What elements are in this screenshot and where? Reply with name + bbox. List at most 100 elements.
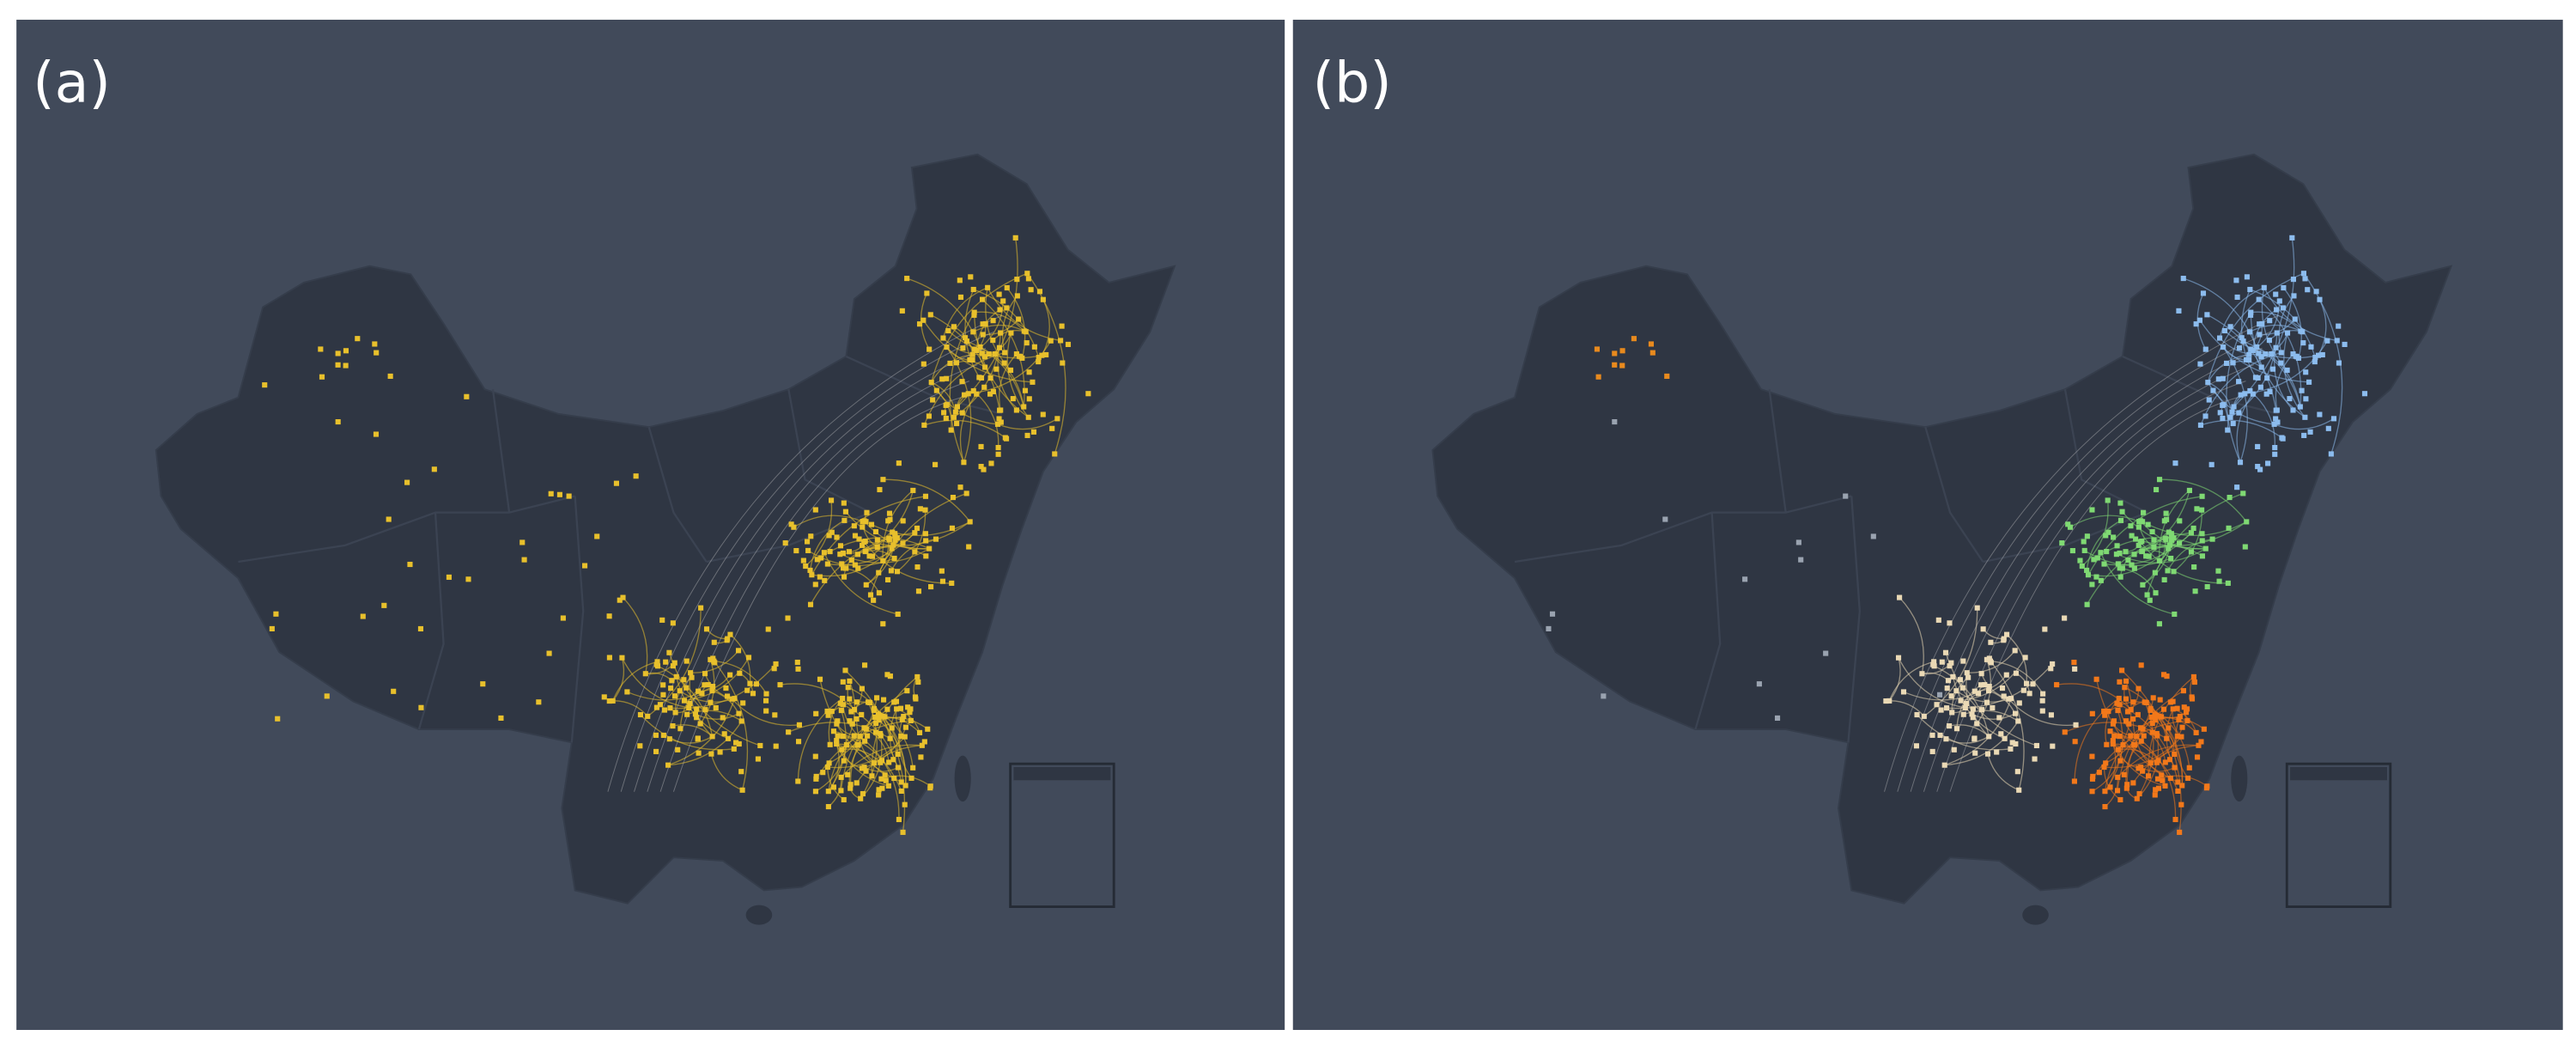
city-point <box>1002 435 1008 441</box>
city-point <box>2162 759 2168 765</box>
city-point <box>2184 706 2190 712</box>
city-point <box>2156 477 2163 483</box>
city-point <box>2172 765 2178 771</box>
city-point <box>1619 348 1625 354</box>
city-point <box>2117 574 2123 580</box>
flow-line <box>942 287 988 338</box>
flow-line <box>1949 397 2238 792</box>
city-point <box>620 594 626 600</box>
city-point <box>978 443 984 450</box>
city-point <box>950 495 957 501</box>
city-point <box>670 620 676 626</box>
city-point <box>2247 312 2254 318</box>
city-point <box>2273 416 2279 422</box>
city-point <box>2015 718 2021 724</box>
city-point <box>2290 407 2296 413</box>
city-point <box>721 731 727 737</box>
city-point <box>2197 361 2203 367</box>
city-point <box>874 544 880 551</box>
city-point <box>1900 689 1907 695</box>
city-point <box>1601 693 1607 699</box>
city-point <box>884 706 890 712</box>
city-point <box>653 704 659 710</box>
flow-line <box>1966 649 2016 673</box>
city-point <box>898 788 904 795</box>
city-point <box>2175 788 2181 795</box>
flow-line <box>623 597 648 674</box>
city-point <box>848 557 854 564</box>
city-point <box>2143 553 2149 559</box>
city-point <box>927 783 933 789</box>
city-point <box>2104 549 2110 555</box>
city-point <box>2255 464 2261 470</box>
flow-line <box>883 478 971 522</box>
flow-line <box>949 312 975 463</box>
city-point <box>360 613 366 619</box>
city-point <box>839 746 845 752</box>
flow-line <box>2303 272 2343 454</box>
city-point <box>887 735 893 741</box>
city-point <box>2163 510 2169 516</box>
city-point <box>930 397 936 403</box>
province-border <box>1847 496 1861 743</box>
city-point <box>2216 578 2222 584</box>
province-border <box>1694 512 1722 730</box>
city-point <box>2185 775 2191 781</box>
city-point <box>1988 660 1994 666</box>
city-point <box>985 284 991 290</box>
flow-line <box>2104 532 2192 566</box>
city-point <box>2274 407 2280 413</box>
city-point <box>887 673 893 679</box>
city-point <box>2177 540 2183 546</box>
city-point <box>2138 765 2144 771</box>
city-point <box>2115 561 2121 567</box>
city-point <box>318 346 324 352</box>
city-point <box>1960 711 1966 717</box>
city-point <box>1648 341 1655 347</box>
flow-line <box>2117 744 2199 778</box>
city-point <box>786 729 792 735</box>
city-point <box>606 698 612 704</box>
inset-land <box>1013 767 1111 781</box>
city-point <box>2013 710 2019 716</box>
city-point <box>878 776 884 782</box>
city-point <box>2004 631 2010 637</box>
flow-line <box>2132 718 2162 776</box>
city-point <box>826 533 832 539</box>
city-point <box>944 375 950 381</box>
city-point <box>862 539 868 545</box>
city-point <box>863 768 869 774</box>
city-point <box>1962 704 1968 711</box>
city-point <box>2293 353 2299 359</box>
city-point <box>2243 356 2250 363</box>
flow-line <box>607 314 1003 792</box>
city-point <box>2151 544 2157 551</box>
city-point <box>1931 659 1937 665</box>
city-point <box>2301 432 2307 438</box>
city-point <box>994 421 1001 427</box>
city-point <box>1631 336 1637 342</box>
flow-line <box>2243 340 2301 407</box>
city-point <box>417 625 424 632</box>
flow-line <box>2008 698 2076 727</box>
city-point <box>2040 691 2046 697</box>
city-point <box>624 689 630 695</box>
city-point <box>736 710 742 716</box>
flow-line <box>669 735 713 744</box>
city-point <box>2233 277 2239 283</box>
city-point <box>1549 611 1556 617</box>
city-point <box>990 318 996 324</box>
city-point <box>830 784 836 790</box>
city-point <box>988 460 994 466</box>
city-point <box>1959 685 1965 691</box>
flow-line <box>890 538 937 571</box>
city-point <box>556 491 562 497</box>
inset-land <box>2290 767 2387 781</box>
city-point <box>914 673 920 679</box>
city-point <box>2117 758 2123 764</box>
city-point <box>2114 543 2120 549</box>
city-point <box>668 685 674 692</box>
city-point <box>970 286 976 293</box>
city-point <box>2123 678 2129 684</box>
